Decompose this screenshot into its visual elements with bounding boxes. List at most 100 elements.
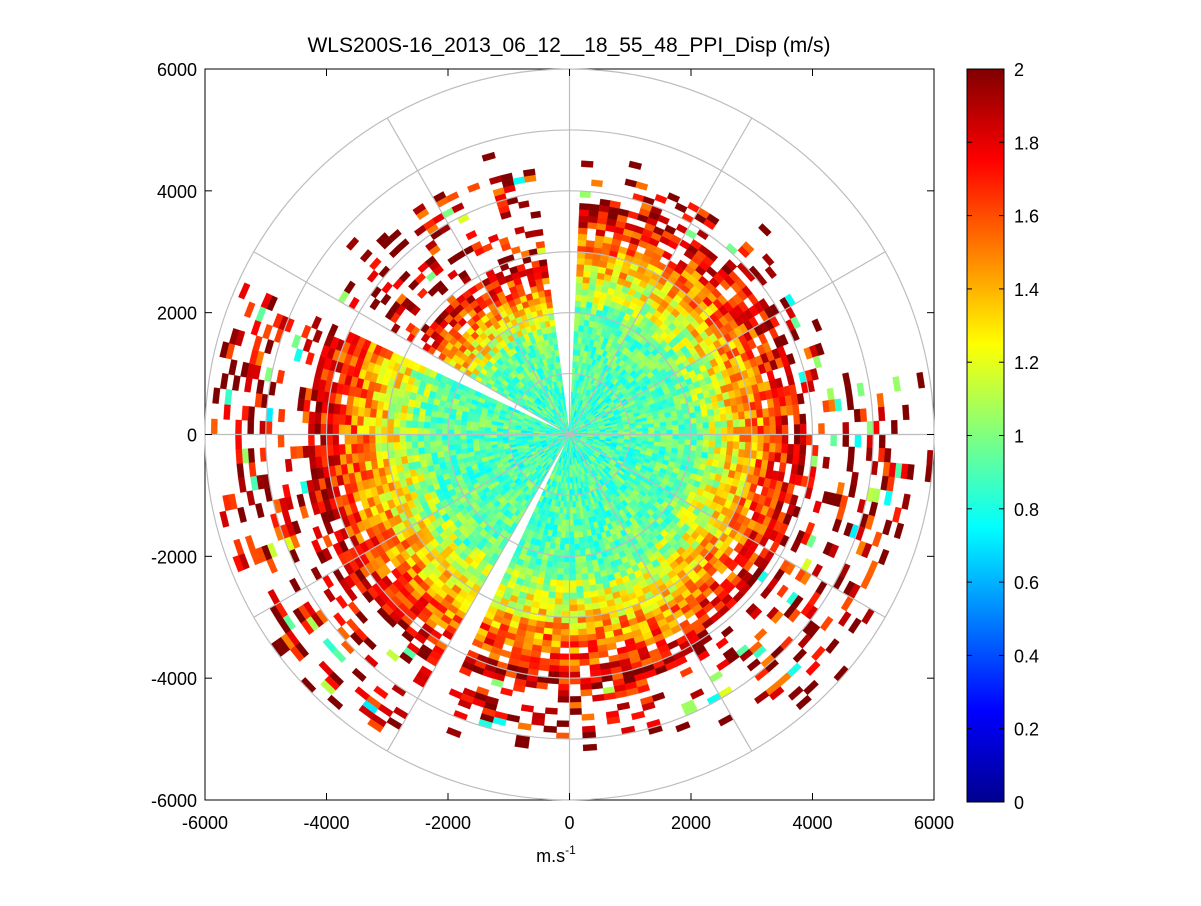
range-gate-cell (794, 424, 800, 434)
range-gate-cell (570, 660, 580, 666)
range-gate-cell (461, 448, 468, 454)
range-gate-cell (559, 550, 565, 556)
range-gate-cell (618, 430, 624, 433)
range-gate-cell (576, 276, 583, 283)
range-gate-cell (430, 422, 436, 428)
range-gate-cell (255, 393, 263, 407)
range-gate-cell (412, 435, 418, 442)
range-gate-cell (575, 562, 581, 568)
range-gate-cell (424, 415, 431, 422)
range-gate-cell (573, 507, 577, 513)
range-gate-cell (579, 221, 589, 228)
range-gate-cell (878, 407, 885, 421)
range-gate-cell (570, 581, 577, 587)
range-gate-cell (764, 435, 770, 444)
range-gate-cell (564, 556, 570, 562)
range-gate-cell (714, 415, 721, 422)
range-gate-cell (442, 423, 448, 429)
range-gate-cell (442, 440, 448, 446)
range-gate-cell (582, 579, 589, 586)
range-gate-cell (713, 454, 720, 461)
range-gate-cell (430, 428, 436, 434)
range-gate-cell (248, 406, 255, 420)
range-gate-cell (339, 414, 346, 424)
range-gate-cell (843, 422, 849, 434)
range-gate-cell (381, 435, 387, 443)
range-gate-cell (406, 441, 413, 448)
range-gate-cell (578, 635, 587, 642)
range-gate-cell (565, 526, 569, 532)
range-gate-cell (713, 408, 720, 415)
range-gate-cell (454, 435, 460, 440)
range-gate-cell (573, 343, 577, 349)
range-gate-cell (579, 209, 589, 216)
range-gate-cell (721, 435, 727, 442)
range-gate-cell (412, 441, 419, 448)
range-gate-cell (345, 415, 352, 425)
range-gate-cell (576, 574, 583, 580)
range-gate-cell (779, 462, 786, 472)
range-gate-cell (732, 449, 739, 457)
range-gate-cell (363, 425, 369, 434)
range-gate-cell (721, 441, 728, 448)
range-gate-cell (570, 623, 578, 629)
range-gate-cell (661, 430, 667, 434)
range-gate-cell (575, 313, 581, 319)
range-gate-cell (584, 259, 592, 266)
range-gate-cell (352, 406, 359, 416)
range-gate-cell (574, 538, 579, 544)
range-gate-cell (560, 654, 570, 660)
range-gate-cell (448, 429, 454, 434)
range-gate-cell (278, 409, 285, 422)
range-gate-cell (479, 442, 485, 447)
range-gate-cell (636, 428, 642, 431)
range-gate-cell (584, 265, 592, 272)
range-gate-cell (581, 689, 593, 696)
range-gate-cell (764, 426, 770, 435)
range-gate-cell (278, 435, 284, 448)
range-gate-cell (543, 628, 552, 635)
range-gate-cell (309, 412, 316, 424)
range-gate-cell (503, 437, 509, 440)
range-gate-cell (436, 423, 442, 429)
range-gate-cell (431, 452, 438, 459)
range-gate-cell (448, 424, 454, 430)
range-gate-cell (381, 426, 387, 434)
range-gate-cell (648, 423, 654, 427)
range-gate-cell (346, 454, 353, 464)
range-gate-cell (727, 427, 733, 434)
range-gate-cell (589, 578, 596, 585)
range-gate-cell (339, 424, 345, 434)
range-gate-cell (678, 439, 684, 444)
range-gate-cell (559, 666, 569, 672)
range-gate-cell (412, 421, 419, 428)
range-gate-cell (726, 413, 733, 421)
range-gate-cell (437, 451, 444, 458)
range-gate-cell (436, 429, 442, 435)
range-gate-cell (564, 544, 569, 550)
range-gate-cell (315, 445, 322, 456)
range-gate-cell (707, 453, 714, 460)
range-gate-cell (418, 435, 424, 442)
range-gate-cell (580, 683, 591, 690)
range-gate-cell (559, 678, 570, 684)
range-gate-cell (369, 426, 375, 435)
range-gate-cell (589, 210, 599, 217)
range-gate-cell (358, 407, 365, 417)
range-gate-cell (418, 428, 424, 435)
range-gate-cell (733, 427, 739, 434)
range-gate-cell (695, 411, 702, 418)
range-gate-cell (211, 419, 217, 435)
range-gate-cell (394, 449, 401, 457)
range-gate-cell (351, 425, 357, 435)
range-gate-cell (757, 418, 764, 427)
range-gate-cell (877, 393, 885, 407)
range-gate-cell (774, 407, 781, 417)
range-gate-cell (794, 435, 800, 445)
range-gate-cell (430, 446, 437, 453)
range-gate-cell (576, 592, 583, 599)
range-gate-cell (472, 435, 478, 439)
range-gate-cell (425, 409, 432, 416)
chart-title: WLS200S-16_2013_06_12__18_55_48_PPI_Disp… (307, 34, 830, 57)
